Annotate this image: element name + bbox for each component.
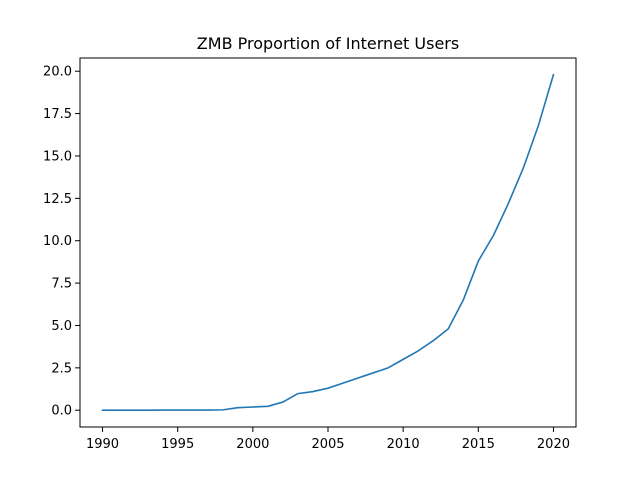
x-tick-label: 1995 bbox=[161, 437, 194, 452]
y-tick-label: 15.0 bbox=[43, 149, 72, 164]
y-tick-label: 7.5 bbox=[51, 277, 72, 292]
x-tick-label: 2020 bbox=[537, 437, 570, 452]
y-tick-label: 12.5 bbox=[43, 192, 72, 207]
x-tick-label: 2000 bbox=[236, 437, 269, 452]
y-tick-label: 0.0 bbox=[51, 404, 72, 419]
series-line bbox=[101, 73, 555, 412]
x-tick-label: 2005 bbox=[311, 437, 344, 452]
x-tick-label: 2010 bbox=[387, 437, 420, 452]
y-tick-label: 10.0 bbox=[43, 234, 72, 249]
plot-area bbox=[101, 73, 555, 412]
x-tick-label: 2015 bbox=[462, 437, 495, 452]
y-tick-label: 17.5 bbox=[43, 107, 72, 122]
x-tick-label: 1990 bbox=[86, 437, 119, 452]
chart-title: ZMB Proportion of Internet Users bbox=[197, 34, 459, 53]
y-tick-label: 2.5 bbox=[51, 361, 72, 376]
y-tick-label: 20.0 bbox=[43, 65, 72, 80]
y-tick-label: 5.0 bbox=[51, 319, 72, 334]
